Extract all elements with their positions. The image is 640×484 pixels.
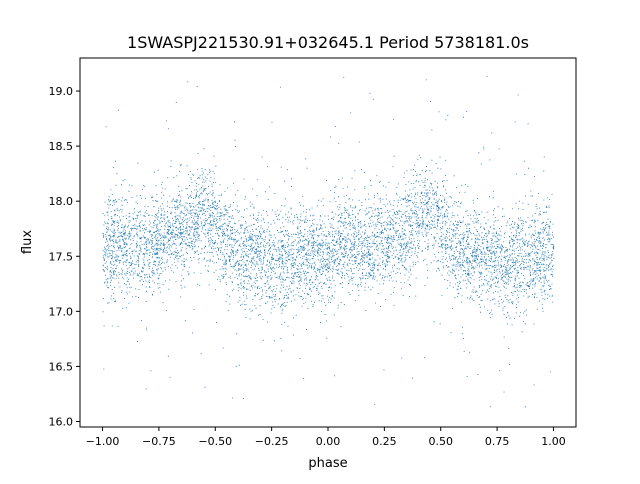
x-tick-label: 0.50 — [428, 435, 453, 448]
data-points — [102, 76, 555, 408]
x-tick-label: 0.75 — [485, 435, 510, 448]
y-tick-label: 16.0 — [49, 415, 74, 428]
scatter-points — [102, 76, 555, 408]
y-tick-label: 18.0 — [49, 195, 74, 208]
x-tick-label: −0.25 — [255, 435, 289, 448]
x-tick-label: −0.75 — [142, 435, 176, 448]
y-tick-label: 17.5 — [49, 250, 74, 263]
y-axis-label: flux — [20, 230, 35, 254]
x-tick-label: 1.00 — [541, 435, 566, 448]
x-tick-label: −0.50 — [198, 435, 232, 448]
chart-title: 1SWASPJ221530.91+032645.1 Period 5738181… — [127, 33, 529, 52]
x-axis: −1.00 −0.75 −0.50 −0.25 0.00 0.25 0.50 0.75 1.00 — [86, 427, 566, 448]
y-axis: 16.0 16.5 17.0 17.5 18.0 18.5 19.0 — [49, 85, 80, 428]
plot-area-frame — [79, 57, 577, 428]
y-tick-label: 18.5 — [49, 140, 74, 153]
x-tick-label: −1.00 — [86, 435, 120, 448]
x-axis-label: phase — [308, 456, 347, 471]
y-tick-label: 16.5 — [49, 360, 74, 373]
x-tick-label: 0.25 — [372, 435, 397, 448]
x-tick-label: 0.00 — [316, 435, 341, 448]
y-tick-label: 19.0 — [49, 85, 74, 98]
y-tick-label: 17.0 — [49, 305, 74, 318]
